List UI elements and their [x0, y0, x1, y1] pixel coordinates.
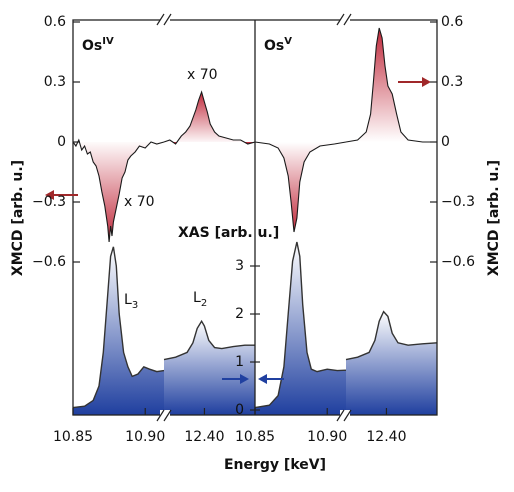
curve — [72, 138, 165, 243]
y2-tick-label: 3 — [235, 258, 244, 274]
area-fill — [164, 321, 255, 415]
y2-tick-label: 2 — [235, 306, 244, 322]
y-axis-label: XMCD [arb. u.] — [10, 160, 26, 276]
annotation: x 70 — [124, 194, 155, 210]
panel-title: OsV — [264, 36, 292, 54]
area-fill — [164, 92, 255, 142]
annotation: x 70 — [187, 67, 218, 83]
area-fill — [73, 142, 164, 242]
area-fill — [346, 28, 437, 142]
y-axis-label: XMCD [arb. u.] — [486, 160, 502, 276]
area-fill — [255, 142, 346, 232]
y-tick-label: 0.6 — [44, 14, 66, 30]
y-tick-label: 0.3 — [44, 74, 66, 90]
axis-breaks — [156, 13, 352, 422]
x-tick-label: 12.40 — [366, 429, 406, 445]
x-tick-label: 10.85 — [235, 429, 275, 445]
y2-axis-label: XAS [arb. u.] — [178, 225, 279, 241]
y-tick-label: −0.3 — [441, 194, 475, 210]
annotation: L3 — [124, 292, 138, 311]
curve — [345, 27, 437, 143]
y-tick-label: −0.6 — [32, 254, 66, 270]
y-tick-label: 0 — [441, 134, 450, 150]
plot-area — [72, 27, 438, 415]
y-tick-label: −0.6 — [441, 254, 475, 270]
y-tick-label: 0 — [57, 134, 66, 150]
y-tick-label: 0.3 — [441, 74, 463, 90]
x-axis-label: Energy [keV] — [224, 457, 326, 473]
x-tick-label: 12.40 — [184, 429, 224, 445]
area-fill — [255, 242, 346, 415]
panel-title: OsIV — [82, 36, 114, 54]
curve — [163, 319, 255, 361]
curve — [254, 141, 347, 233]
curve — [72, 246, 165, 409]
y-tick-label: 0.6 — [441, 14, 463, 30]
curve — [163, 90, 256, 145]
area-fill — [73, 246, 164, 415]
y2-tick-label: 0 — [235, 402, 244, 418]
area-fill — [346, 311, 437, 415]
x-tick-label: 10.90 — [125, 429, 165, 445]
y2-tick-label: 1 — [235, 354, 244, 370]
arrows — [45, 77, 431, 384]
y-tick-label: −0.3 — [32, 194, 66, 210]
x-tick-label: 10.85 — [53, 429, 93, 445]
curve — [345, 310, 438, 361]
x-tick-label: 10.90 — [307, 429, 347, 445]
annotation: L2 — [193, 290, 207, 309]
curve — [254, 241, 347, 409]
